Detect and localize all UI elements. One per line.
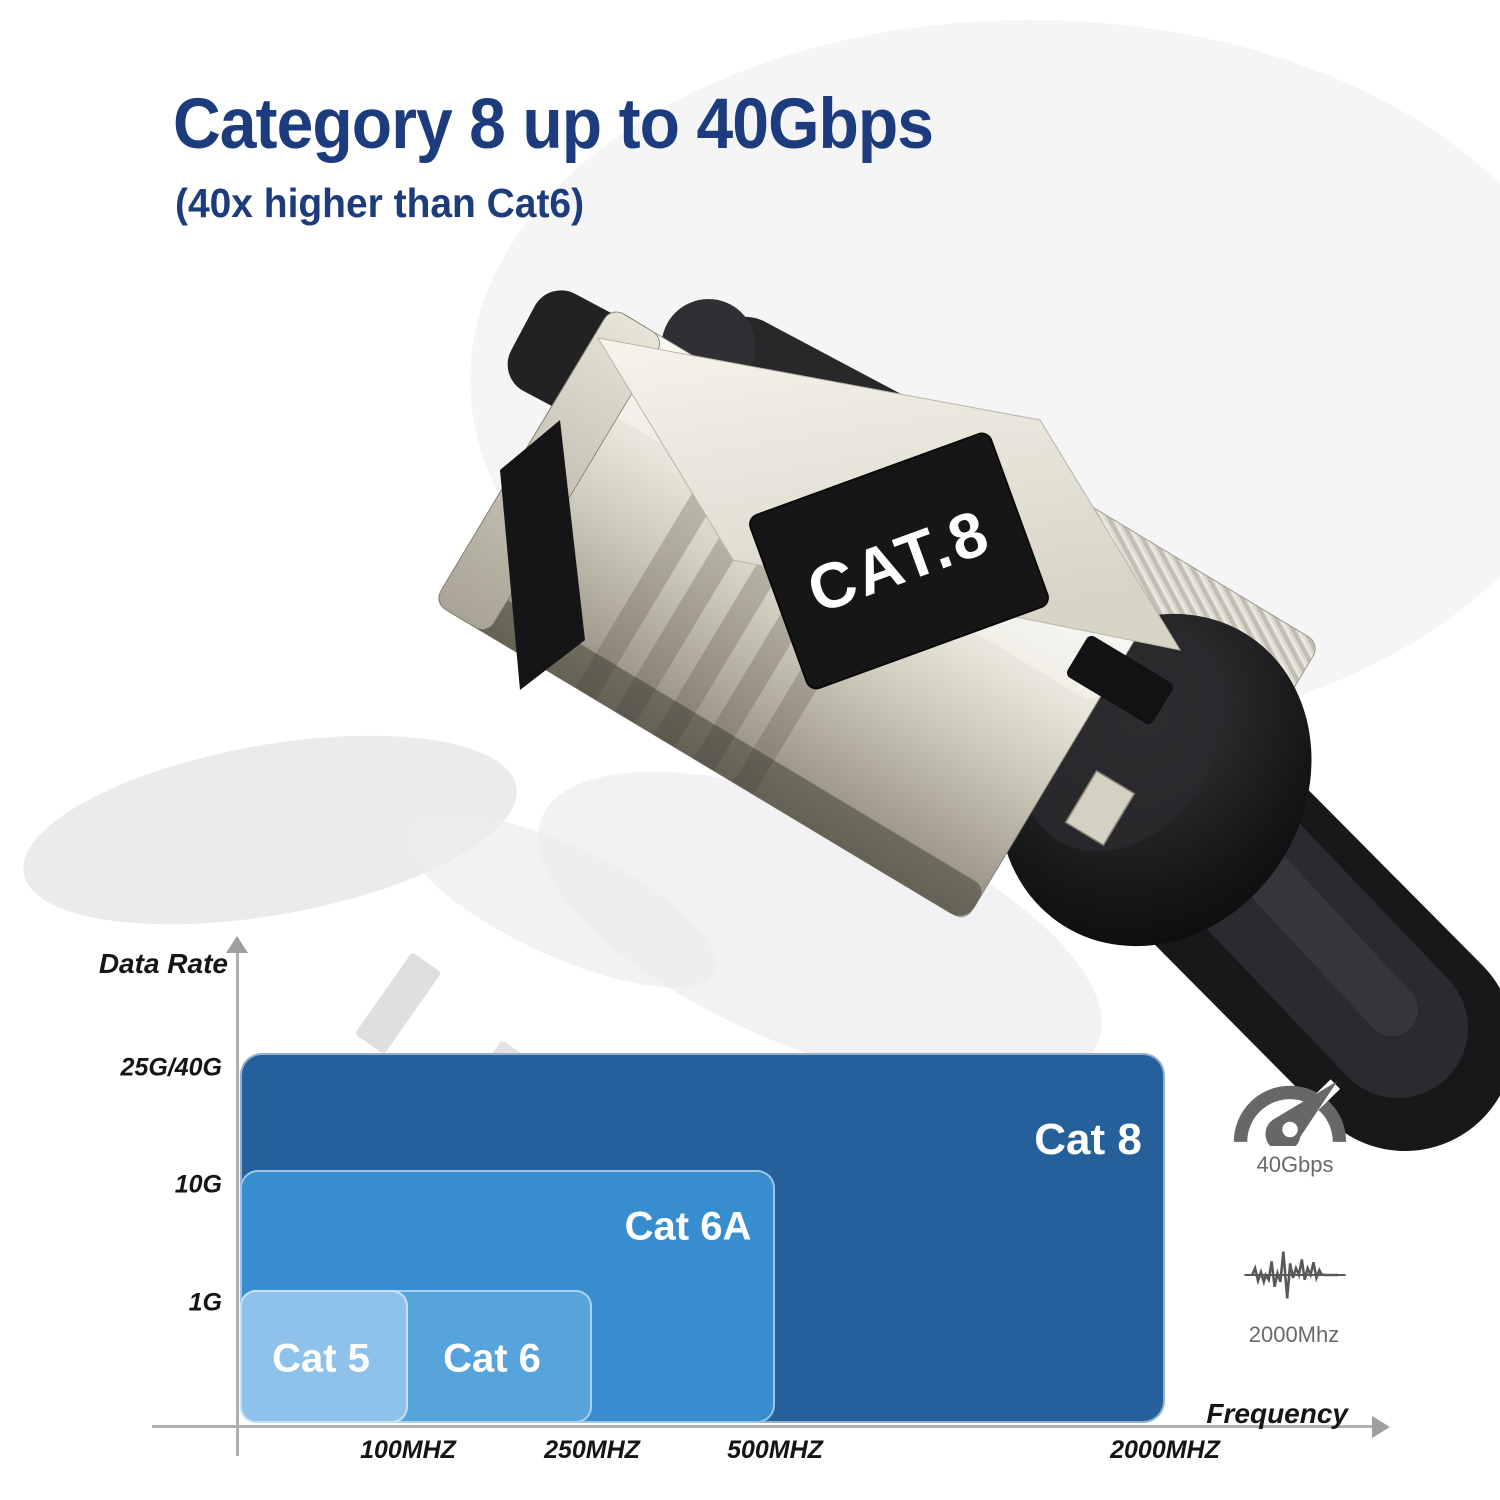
frequency-value: 2000Mhz	[1248, 1322, 1340, 1347]
page-subtitle: (40x higher than Cat6)	[175, 180, 585, 226]
x-tick-label: 2000MHZ	[1110, 1436, 1220, 1464]
y-axis-line	[236, 950, 239, 1456]
bar-label-cat-8: Cat 8	[1034, 1115, 1142, 1164]
background-haze	[538, 771, 1102, 1089]
page-title: Category 8 up to 40Gbps	[173, 85, 934, 164]
bar-label-cat-5: Cat 5	[272, 1336, 370, 1381]
shell-slot	[1067, 635, 1173, 725]
boot-tab	[1064, 769, 1136, 847]
waveform-icon	[1244, 1251, 1346, 1299]
bar-label-cat-6: Cat 6	[443, 1336, 541, 1381]
speed-value: 40Gbps	[1256, 1152, 1334, 1177]
x-tick-label: 500MHZ	[727, 1436, 823, 1464]
front-side-face	[500, 420, 585, 690]
x-axis-arrow-icon	[1372, 1416, 1390, 1438]
cat8-label: CAT.8	[749, 432, 1049, 690]
bar-label-cat-6a: Cat 6A	[624, 1204, 752, 1249]
speedometer-icon	[1233, 1079, 1347, 1146]
x-axis-line	[152, 1425, 1374, 1428]
y-tick-label: 1G	[188, 1288, 222, 1317]
x-tick-label: 100MHZ	[360, 1436, 456, 1464]
y-axis-title: Data Rate	[98, 948, 228, 979]
chart-bar-cat-5	[240, 1290, 408, 1423]
x-axis-title: Frequency	[1206, 1398, 1348, 1429]
connector-shadow	[23, 735, 517, 925]
y-tick-label: 10G	[174, 1170, 222, 1199]
x-tick-label: 250MHZ	[544, 1436, 640, 1464]
connector-shadow	[404, 812, 716, 988]
y-axis-arrow-icon	[226, 936, 248, 953]
y-tick-label: 25G/40G	[120, 1053, 222, 1082]
